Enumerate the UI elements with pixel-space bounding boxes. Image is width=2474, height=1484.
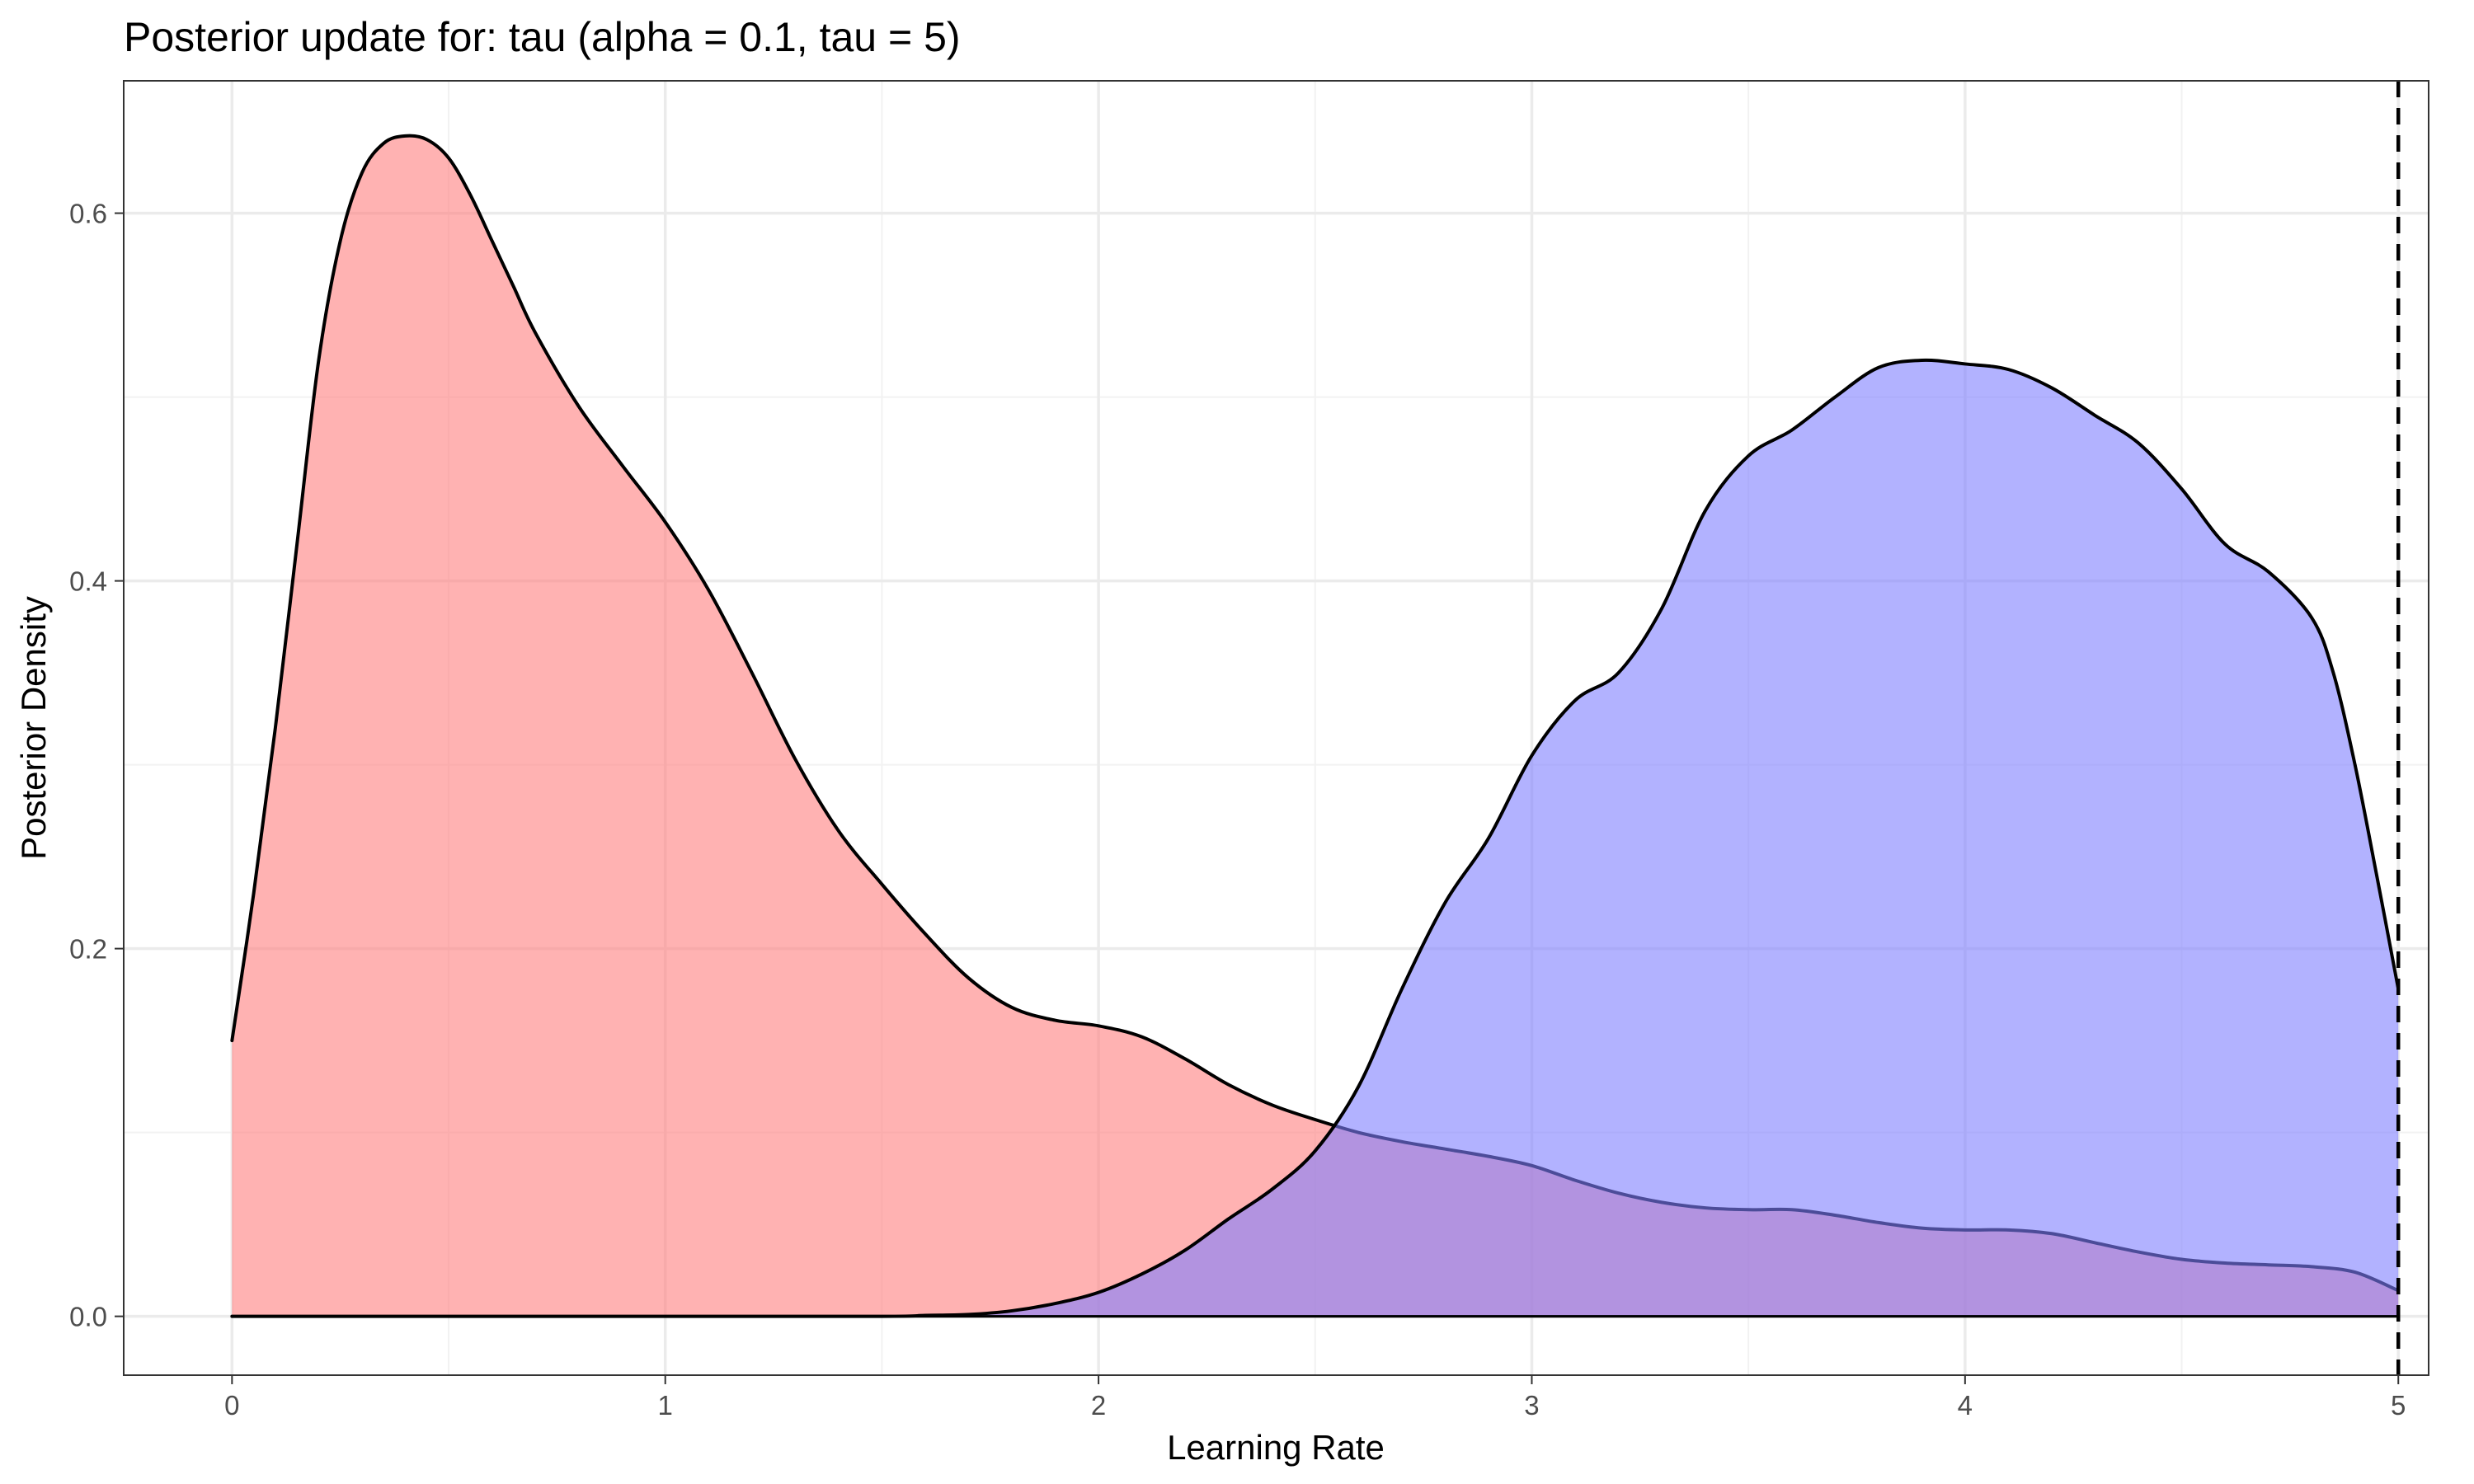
panel-border — [123, 80, 2429, 1376]
y-axis: 0.0 0.2 0.4 0.6 — [69, 199, 124, 1332]
x-axis-title: Learning Rate — [1167, 1428, 1385, 1467]
chart-title: Posterior update for: tau (alpha = 0.1, … — [124, 14, 961, 60]
x-tick-label: 4 — [1958, 1390, 1973, 1421]
y-tick-label: 0.6 — [69, 199, 107, 229]
x-axis: 0 1 2 3 4 5 — [224, 1375, 2406, 1421]
x-tick-label: 1 — [658, 1390, 673, 1421]
y-tick-label: 0.0 — [69, 1302, 107, 1332]
density-series-blue — [230, 358, 2401, 1318]
x-tick-label: 2 — [1091, 1390, 1106, 1421]
x-tick-label: 0 — [224, 1390, 239, 1421]
y-tick-label: 0.2 — [69, 934, 107, 965]
x-tick-label: 5 — [2391, 1390, 2406, 1421]
density-outline — [230, 358, 2401, 1318]
density-area-fill — [232, 135, 2399, 1317]
density-series-layer — [230, 134, 2401, 1318]
y-axis-title: Posterior Density — [14, 596, 53, 860]
density-area-fill — [232, 359, 2399, 1317]
y-tick-label: 0.4 — [69, 566, 107, 597]
x-tick-label: 3 — [1524, 1390, 1539, 1421]
